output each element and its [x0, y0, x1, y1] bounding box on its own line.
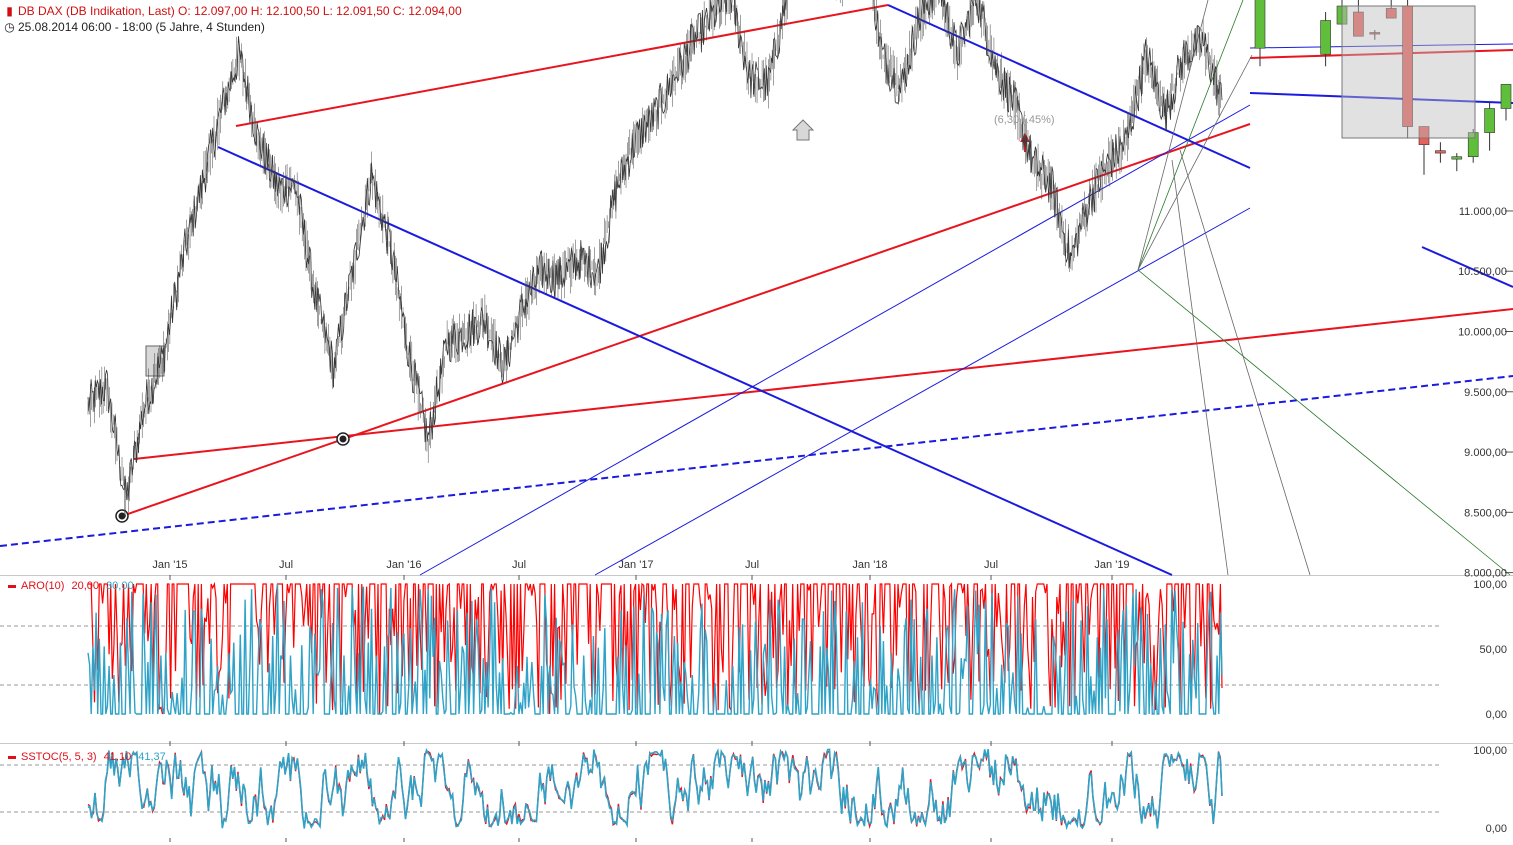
x-tick-label: Jan '18 — [852, 559, 887, 571]
y-tick-label: 8.500,00 — [1464, 507, 1507, 519]
aroon-y-label: 0,00 — [1486, 709, 1507, 721]
aroon-y-label: 50,00 — [1479, 644, 1507, 656]
candle-up — [1254, 0, 1266, 49]
stoch-y-label: 100,00 — [1473, 745, 1507, 757]
trendline-red-right — [1249, 49, 1513, 59]
aroon-up-value: 20,00 — [71, 580, 99, 592]
instrument-ohlc: DB DAX (DB Indikation, Last) O: 12.097,0… — [18, 4, 462, 18]
x-tick-label: Jul — [745, 559, 759, 571]
x-tick-label: Jan '16 — [386, 559, 421, 571]
aroon-legend-swatch — [8, 584, 16, 588]
candle-up — [1451, 156, 1463, 160]
y-tick-label: 9.500,00 — [1464, 387, 1507, 399]
candle-up — [1484, 108, 1495, 133]
y-tick-label: 8.000,00 — [1464, 568, 1507, 580]
instrument-header: ▮ DB DAX (DB Indikation, Last) O: 12.097,… — [4, 4, 462, 18]
trendline-blue-dashed — [0, 375, 1513, 547]
up-arrow-icon — [791, 119, 815, 141]
channel-blue-thin-1 — [419, 104, 1251, 576]
aroon-y-label: 100,00 — [1473, 579, 1507, 591]
candle-up — [1320, 20, 1331, 55]
aroon-legend: ARO(10) 20,00 30,00 — [8, 580, 134, 592]
period-header: ◷ 25.08.2014 06:00 - 18:00 (5 Jahre, 4 St… — [4, 20, 265, 34]
pivot-marker-dot — [118, 512, 126, 520]
trendline-red-rising — [121, 123, 1251, 517]
trendline-red-top — [235, 4, 889, 127]
trendline-blue-thin-right — [1249, 43, 1513, 49]
aroon-down-value: 30,00 — [106, 580, 134, 592]
x-tick-label: Jul — [984, 559, 998, 571]
candle-down — [1435, 150, 1446, 154]
fan-line-gray-3 — [1171, 159, 1229, 576]
highlight-box — [1341, 5, 1476, 139]
candle-down — [1385, 8, 1397, 19]
x-tick-label: Jan '17 — [618, 559, 653, 571]
stoch-legend-swatch — [8, 755, 16, 759]
trendline-blue-lower-right — [1421, 246, 1513, 288]
measure-annotation: (6,30 (.45%) — [994, 114, 1055, 126]
candle-icon: ▮ — [6, 4, 13, 18]
trendline-red-lower — [133, 308, 1513, 460]
trendline-blue-down — [217, 146, 1173, 576]
stoch-k-value: 41,10 — [103, 751, 132, 763]
fan-line-green-1 — [1137, 0, 1244, 271]
clock-icon: ◷ — [4, 20, 15, 34]
aroon-down-line — [87, 583, 1223, 715]
price-close-line — [87, 0, 1223, 500]
aroon-title: ARO(10) — [21, 580, 65, 592]
candle-up — [1500, 84, 1512, 109]
x-tick-label: Jul — [512, 559, 526, 571]
trendline-blue-upper — [887, 4, 1251, 169]
y-tick-label: 10.500,00 — [1458, 266, 1507, 278]
y-tick-label: 10.000,00 — [1458, 326, 1507, 338]
candle-down — [1353, 11, 1364, 37]
x-tick-label: Jan '19 — [1094, 559, 1129, 571]
candle-up — [1467, 132, 1479, 158]
y-tick-label: 9.000,00 — [1464, 447, 1507, 459]
stoch-d-line — [87, 747, 1223, 831]
channel-blue-thin-2 — [594, 207, 1251, 576]
stoch-legend: SSTOC(5, 5, 3) 41,10 41,37 — [8, 751, 166, 763]
stoch-title: SSTOC(5, 5, 3) — [21, 751, 97, 763]
candle-down — [1369, 32, 1381, 35]
y-tick-label: 11.000,00 — [1459, 206, 1507, 218]
stoch-y-label: 0,00 — [1486, 823, 1507, 835]
x-tick-label: Jan '15 — [152, 559, 187, 571]
stoch-d-value: 41,37 — [138, 751, 166, 763]
pivot-marker-dot — [339, 435, 347, 443]
trendline-blue-right — [1249, 92, 1513, 104]
period-range: 25.08.2014 06:00 - 18:00 (5 Jahre, 4 Stu… — [18, 20, 265, 34]
candle-down — [1418, 126, 1430, 145]
fan-line-gray-2 — [1137, 54, 1253, 271]
fan-line-gray-4 — [1179, 149, 1311, 576]
x-tick-label: Jul — [279, 559, 293, 571]
fan-line-green-2 — [1137, 269, 1511, 576]
